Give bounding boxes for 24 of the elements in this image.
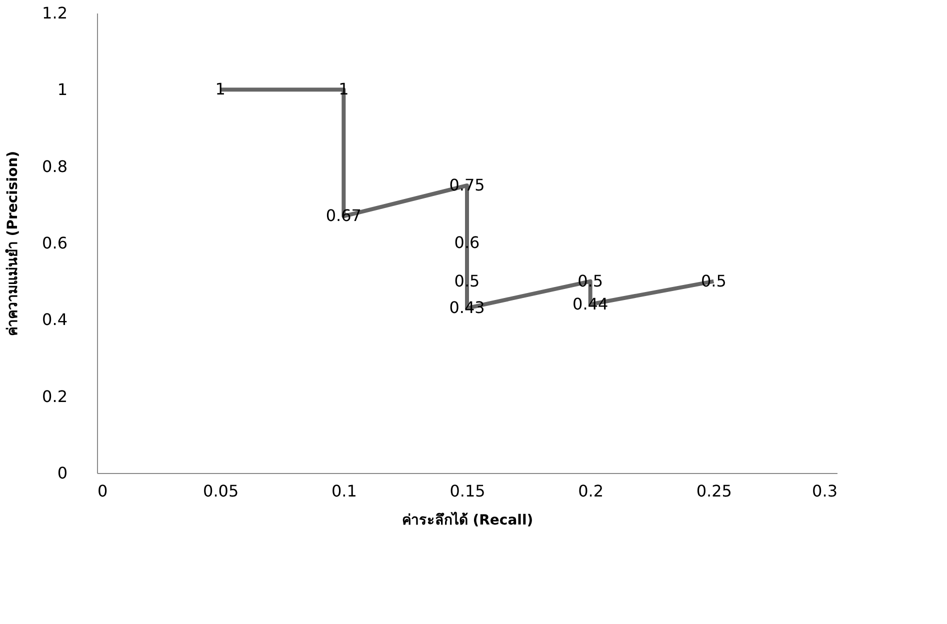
y-axis-title: ค่าความแม่นยำ (Precision) (5, 150, 22, 336)
data-label: 0.43 (449, 298, 485, 318)
x-tick-label: 0.25 (696, 482, 732, 500)
x-tick-label: 0.2 (578, 482, 604, 500)
data-label: 0.67 (326, 206, 362, 226)
data-label: 0.44 (572, 294, 608, 314)
y-tick-label: 0.8 (42, 156, 68, 176)
y-tick-label: 0.4 (42, 310, 68, 330)
data-label: 0.5 (700, 271, 726, 290)
x-tick-label: 0.05 (203, 482, 239, 500)
x-axis-title: ค่าระลึกได้ (Recall) (402, 510, 534, 528)
x-tick-label: 0.3 (812, 482, 838, 500)
x-tick-label: 0.15 (450, 482, 486, 500)
data-label: 1 (338, 80, 349, 99)
y-tick-label: 0 (57, 464, 68, 482)
data-label: 0.5 (578, 271, 604, 290)
y-tick-label: 0.6 (42, 234, 68, 252)
data-label: 0.75 (449, 176, 485, 194)
y-tick-label: 0.2 (42, 386, 68, 406)
x-tick-label: 0.1 (331, 482, 357, 500)
x-tick-label: 0 (98, 482, 108, 500)
data-label: 1 (215, 80, 226, 99)
y-tick-label: 1 (57, 80, 68, 100)
y-tick-label: 1.2 (42, 4, 68, 22)
